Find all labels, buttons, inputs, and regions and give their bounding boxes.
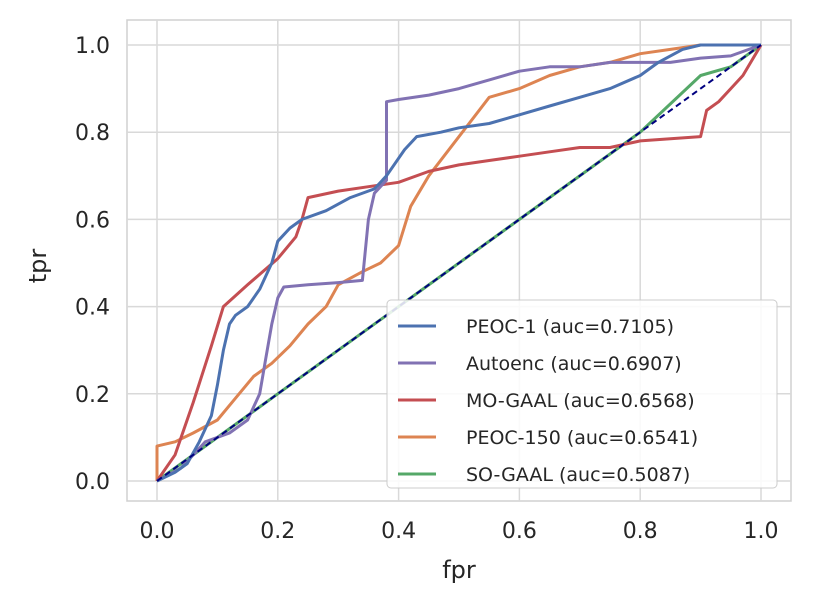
legend-label: MO-GAAL (auc=0.6568)	[466, 390, 695, 412]
x-tick-label: 0.8	[623, 519, 658, 544]
y-axis-label: tpr	[24, 249, 52, 284]
x-tick-label: 0.6	[502, 519, 537, 544]
y-tick-label: 0.8	[75, 121, 110, 146]
chance-diagonal-line	[156, 44, 762, 482]
x-tick-label: 0.2	[260, 519, 295, 544]
x-tick-label: 0.0	[140, 519, 175, 544]
y-tick-label: 1.0	[75, 34, 110, 59]
x-axis-ticks: 0.0 0.2 0.4 0.6 0.8 1.0	[140, 519, 779, 544]
legend: PEOC-1 (auc=0.7105) Autoenc (auc=0.6907) M…	[386, 299, 778, 489]
legend-label: PEOC-1 (auc=0.7105)	[466, 316, 674, 338]
legend-label: Autoenc (auc=0.6907)	[466, 353, 682, 375]
y-tick-label: 0.0	[75, 470, 110, 495]
series-line-1	[156, 43, 762, 483]
legend-label: PEOC-150 (auc=0.6541)	[466, 427, 698, 449]
x-tick-label: 0.4	[381, 519, 416, 544]
series-line-2	[155, 44, 763, 482]
y-axis-ticks: 0.0 0.2 0.4 0.6 0.8 1.0	[75, 34, 110, 495]
x-tick-label: 1.0	[744, 519, 779, 544]
y-tick-label: 0.4	[75, 296, 110, 321]
y-tick-label: 0.6	[75, 208, 110, 233]
legend-box	[386, 299, 778, 489]
y-tick-label: 0.2	[75, 383, 110, 408]
x-axis-label: fpr	[442, 556, 476, 584]
series-line-0	[156, 43, 761, 483]
roc-curves	[155, 43, 763, 483]
legend-label: SO-GAAL (auc=0.5087)	[466, 464, 690, 486]
